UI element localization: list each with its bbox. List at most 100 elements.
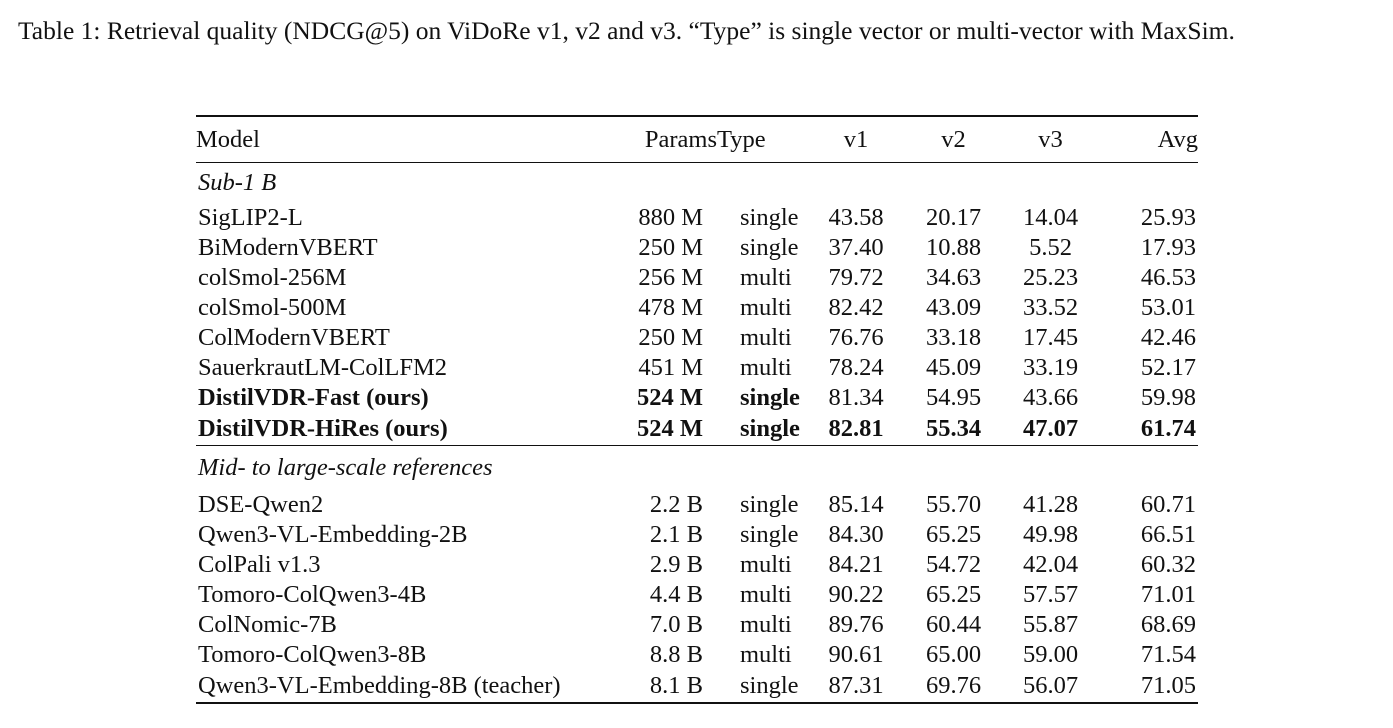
cell-v3: 56.07 xyxy=(1002,670,1099,704)
cell-v3: 14.04 xyxy=(1022,204,1079,231)
cell-params: 8.1 B xyxy=(601,670,717,704)
cell-type: multi xyxy=(740,294,792,321)
cell-type: multi xyxy=(740,354,792,381)
section-title-row: Mid- to large-scale references xyxy=(196,446,1198,491)
cell-model: ColPali v1.3 xyxy=(198,551,321,578)
cell-model: Qwen3-VL-Embedding-2B xyxy=(198,521,468,548)
cell-params: 4.4 B xyxy=(649,581,703,608)
cell-model: colSmol-256M xyxy=(198,264,347,291)
table-group-large-scale: Mid- to large-scale references DSE-Qwen2 2… xyxy=(196,446,1198,704)
cell-type: multi xyxy=(740,324,792,351)
cell-v1: 81.34 xyxy=(828,384,884,411)
cell-v3: 42.04 xyxy=(1022,551,1079,578)
cell-type: single xyxy=(717,670,807,704)
cell-v1: 43.58 xyxy=(828,204,884,231)
cell-v1: 90.22 xyxy=(828,581,884,608)
cell-v2: 65.25 xyxy=(925,581,982,608)
cell-v1: 85.14 xyxy=(828,491,884,518)
cell-v1: 76.76 xyxy=(828,324,884,351)
cell-avg: 71.05 xyxy=(1099,670,1198,704)
cell-v2: 60.44 xyxy=(925,611,982,638)
cell-v2: 20.17 xyxy=(925,204,982,231)
cell-params: 524 M xyxy=(601,413,717,446)
cell-params: 524 M xyxy=(637,384,703,411)
section-title: Mid- to large-scale references xyxy=(198,454,493,481)
cell-v3: 33.19 xyxy=(1022,354,1079,381)
cell-v1: 87.31 xyxy=(807,670,905,704)
cell-v2: 10.88 xyxy=(925,234,982,261)
cell-model: ColNomic-7B xyxy=(198,611,337,638)
cell-v3: 33.52 xyxy=(1022,294,1079,321)
cell-v3: 43.66 xyxy=(1022,384,1079,411)
cell-model: ColModernVBERT xyxy=(198,324,390,351)
cell-v1: 84.21 xyxy=(828,551,884,578)
cell-params: 256 M xyxy=(638,264,703,291)
cell-type: single xyxy=(740,491,799,518)
cell-avg: 59.98 xyxy=(1140,384,1196,411)
cell-v1: 37.40 xyxy=(828,234,884,261)
section-title-row: Sub-1 B xyxy=(196,163,1198,204)
cell-params: 451 M xyxy=(638,354,703,381)
cell-type: single xyxy=(740,234,799,261)
table-row: Qwen3-VL-Embedding-2B 2.1 B single 84.30 65.… xyxy=(196,520,1198,550)
cell-avg: 71.54 xyxy=(1140,641,1196,668)
header-params: Params xyxy=(601,115,717,163)
cell-avg: 60.71 xyxy=(1140,491,1196,518)
table-row: BiModernVBERT 250 M single 37.40 10.88 5.52 17… xyxy=(196,233,1198,263)
cell-v2: 54.72 xyxy=(925,551,982,578)
header-model: Model xyxy=(196,115,601,163)
cell-v3: 47.07 xyxy=(1002,413,1099,446)
cell-model: SauerkrautLM-ColLFM2 xyxy=(198,354,448,381)
cell-params: 250 M xyxy=(638,234,703,261)
cell-type: single xyxy=(740,384,800,411)
cell-avg: 42.46 xyxy=(1140,324,1196,351)
header-type: Type xyxy=(717,115,807,163)
cell-v2: 55.34 xyxy=(905,413,1002,446)
cell-model: SigLIP2-L xyxy=(198,204,303,231)
cell-model: Tomoro-ColQwen3-4B xyxy=(198,581,427,608)
table-caption: Table 1: Retrieval quality (NDCG@5) on V… xyxy=(18,16,1235,45)
cell-type: multi xyxy=(740,551,792,578)
cell-v1: 78.24 xyxy=(828,354,884,381)
table-row: colSmol-256M 256 M multi 79.72 34.63 25.23 46.… xyxy=(196,263,1198,293)
cell-params: 8.8 B xyxy=(649,641,703,668)
cell-v1: 82.81 xyxy=(807,413,905,446)
header-avg: Avg xyxy=(1099,115,1198,163)
cell-v1: 82.42 xyxy=(828,294,884,321)
table-row: SauerkrautLM-ColLFM2 451 M multi 78.24 45.09… xyxy=(196,353,1198,383)
cell-model: Qwen3-VL-Embedding-8B (teacher) xyxy=(196,670,601,704)
cell-avg: 46.53 xyxy=(1140,264,1196,291)
cell-model: Tomoro-ColQwen3-8B xyxy=(198,641,427,668)
cell-avg: 61.74 xyxy=(1099,413,1198,446)
cell-model: BiModernVBERT xyxy=(198,234,378,261)
table-row: DistilVDR-Fast (ours) 524 M single 81.34 54.… xyxy=(196,383,1198,413)
header-v1: v1 xyxy=(807,115,905,163)
table-row: colSmol-500M 478 M multi 82.42 43.09 33.52 53.… xyxy=(196,293,1198,323)
table-row: DSE-Qwen2 2.2 B single 85.14 55.70 41.28 60.71 xyxy=(196,490,1198,520)
results-table: Model Params Type v1 v2 v3 Avg Sub-1 B Si… xyxy=(196,115,1198,704)
cell-v2: 69.76 xyxy=(905,670,1002,704)
cell-params: 478 M xyxy=(638,294,703,321)
cell-model: DSE-Qwen2 xyxy=(198,491,324,518)
header-v3: v3 xyxy=(1002,115,1099,163)
cell-v2: 65.00 xyxy=(925,641,982,668)
cell-model: DistilVDR-Fast (ours) xyxy=(198,384,429,411)
cell-type: single xyxy=(717,413,807,446)
results-table-container: Model Params Type v1 v2 v3 Avg Sub-1 B Si… xyxy=(196,115,1198,704)
table-row: ColNomic-7B 7.0 B multi 89.76 60.44 55.87 68.6… xyxy=(196,610,1198,640)
table-row: ColPali v1.3 2.9 B multi 84.21 54.72 42.04 60.… xyxy=(196,550,1198,580)
cell-params: 2.2 B xyxy=(649,491,703,518)
cell-avg: 66.51 xyxy=(1140,521,1196,548)
cell-params: 2.1 B xyxy=(649,521,703,548)
cell-params: 7.0 B xyxy=(649,611,703,638)
cell-type: single xyxy=(740,204,799,231)
cell-v2: 65.25 xyxy=(925,521,982,548)
cell-v2: 34.63 xyxy=(925,264,982,291)
cell-v2: 54.95 xyxy=(925,384,982,411)
cell-v3: 49.98 xyxy=(1022,521,1079,548)
cell-avg: 17.93 xyxy=(1140,234,1196,261)
cell-v3: 25.23 xyxy=(1022,264,1079,291)
cell-avg: 53.01 xyxy=(1140,294,1196,321)
cell-params: 250 M xyxy=(638,324,703,351)
